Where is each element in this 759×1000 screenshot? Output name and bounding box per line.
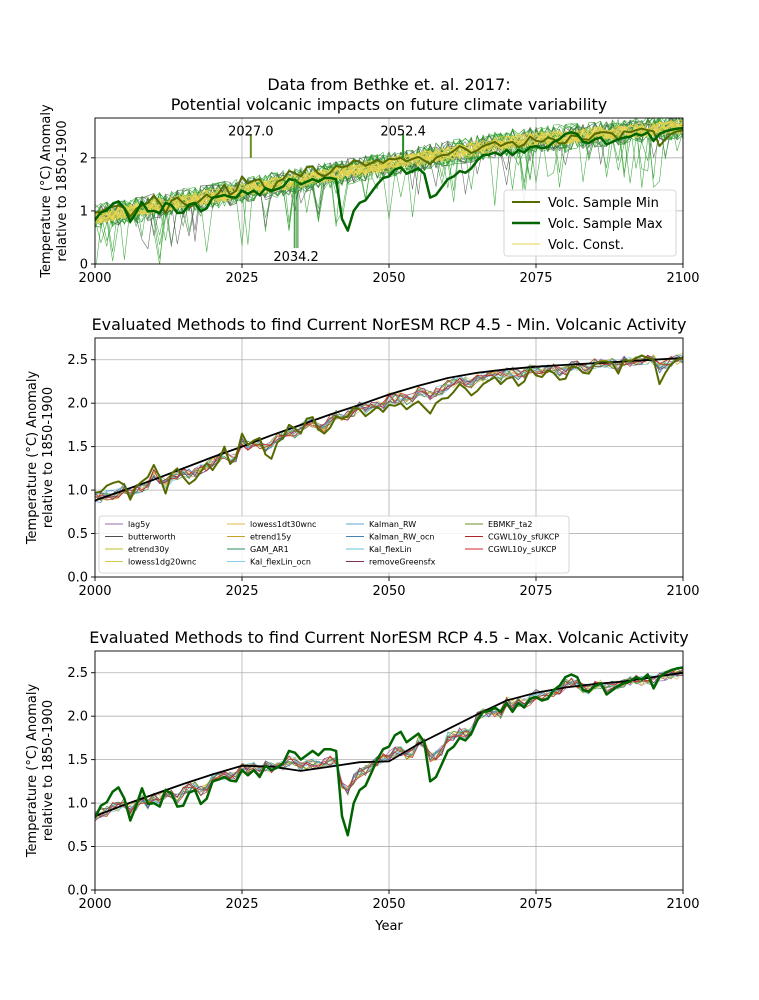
- plot-area: [95, 352, 683, 503]
- legend-entry: Volc. Sample Max: [548, 217, 663, 232]
- method-line: [95, 354, 683, 499]
- y-tick-label: 1: [80, 204, 88, 219]
- volc-const-line: [95, 122, 683, 221]
- y-tick-label: 1.0: [67, 484, 88, 499]
- x-tick-label: 2100: [666, 897, 699, 912]
- legend-entry: Kal_flexLin: [369, 545, 412, 554]
- volc-const-line: [95, 121, 683, 224]
- annotation-label: 2052.4: [380, 125, 426, 140]
- series-volc-sample-max: [95, 126, 683, 232]
- y-tick-label: 2.5: [67, 353, 88, 368]
- y-tick-label: 2.0: [67, 397, 88, 412]
- series-volc-sample-min: [95, 127, 683, 218]
- series-main-trajectory: [95, 666, 683, 837]
- legend: Volc. Sample Min Volc. Sample Max Volc. Co…: [503, 189, 677, 257]
- legend-entry: lag5y: [128, 520, 150, 529]
- plot-area: [95, 666, 683, 837]
- series-fit: [95, 357, 683, 502]
- x-tick-label: 2000: [78, 897, 111, 912]
- x-tick-label: 2075: [519, 897, 552, 912]
- x-tick-label: 2025: [225, 897, 258, 912]
- x-tick-label: 2000: [78, 271, 111, 286]
- series-main-trajectory: [95, 354, 683, 501]
- legend: lag5y butterworth etrend30y lowess1dg20wnc l…: [98, 515, 570, 574]
- volc-const-line: [95, 121, 683, 221]
- y-axis-label: Temperature (°C) Anomalyrelative to 1850…: [39, 104, 70, 279]
- panel-min-volcanic: 2000 2025 2050 2075 2100 0.0 0.5 1.0 1.5 2.0 2.5 Ev…: [25, 315, 700, 599]
- x-tick-label: 2050: [372, 897, 405, 912]
- legend-entry: butterworth: [128, 533, 176, 542]
- annotation-label: 2027.0: [228, 125, 274, 140]
- legend-box: [98, 515, 570, 574]
- y-axis-label: Temperature (°C) Anomalyrelative to 1850…: [25, 371, 56, 546]
- legend-entry: lowess1dt30wnc: [250, 520, 316, 529]
- series-fit: [95, 671, 683, 817]
- annotation-label: 2034.2: [273, 250, 319, 265]
- chart-title: Data from Bethke et. al. 2017: Potential …: [171, 75, 607, 114]
- y-tick-label: 0.0: [67, 884, 88, 899]
- y-tick-label: 0: [80, 258, 88, 273]
- legend-entry: Volc. Const.: [548, 238, 624, 253]
- legend-entry: EBMKF_ta2: [488, 520, 532, 529]
- method-line: [95, 354, 683, 503]
- x-tick-label: 2075: [519, 584, 552, 599]
- legend-entry: removeGreensfx: [369, 558, 436, 567]
- x-tick-label: 2025: [225, 271, 258, 286]
- legend-entry: Kalman_RW_ocn: [369, 533, 435, 542]
- y-tick-label: 1.5: [67, 440, 88, 455]
- ensemble-member-line: [95, 118, 683, 231]
- y-tick-label: 2: [80, 151, 88, 166]
- x-tick-label: 2000: [78, 584, 111, 599]
- x-tick-label: 2025: [225, 584, 258, 599]
- method-line: [95, 355, 683, 503]
- legend-entry: lowess1dg20wnc: [128, 558, 196, 567]
- x-tick-label: 2100: [666, 584, 699, 599]
- x-tick-label: 2050: [372, 271, 405, 286]
- legend-entry: Kalman_RW: [369, 520, 416, 529]
- x-tick-label: 2075: [519, 271, 552, 286]
- legend-entry: Kal_flexLin_ocn: [250, 558, 311, 567]
- x-tick-label: 2050: [372, 584, 405, 599]
- y-tick-label: 1.5: [67, 753, 88, 768]
- y-tick-label: 1.0: [67, 797, 88, 812]
- chart-title: Evaluated Methods to find Current NorESM…: [89, 628, 689, 647]
- legend-entry: CGWL10y_sUKCP: [488, 545, 556, 554]
- method-line: [95, 358, 683, 499]
- plot-area: [95, 118, 683, 264]
- method-line: [95, 354, 683, 498]
- chart-title: Evaluated Methods to find Current NorESM…: [92, 315, 687, 334]
- legend-entry: etrend15y: [250, 533, 291, 542]
- y-tick-label: 2.5: [67, 666, 88, 681]
- y-tick-label: 0.0: [67, 571, 88, 586]
- legend-entry: etrend30y: [128, 545, 169, 554]
- y-tick-label: 0.5: [67, 527, 88, 542]
- legend-entry: CGWL10y_sfUKCP: [488, 533, 559, 542]
- x-tick-label: 2100: [666, 271, 699, 286]
- legend-box: [503, 189, 677, 257]
- y-tick-label: 2.0: [67, 710, 88, 725]
- panel-volcanic-ensemble: 2027.0 2052.4 2034.2 2000 2025 2050 2075 2100 0 1…: [39, 75, 700, 286]
- legend-entry: GAM_AR1: [250, 545, 289, 554]
- y-axis-label: Temperature (°C) Anomalyrelative to 1850…: [25, 684, 56, 859]
- legend-entry: Volc. Sample Min: [548, 196, 659, 211]
- panel-max-volcanic: 2000 2025 2050 2075 2100 0.0 0.5 1.0 1.5 2.0 2.5 Ev…: [25, 628, 700, 934]
- y-tick-label: 0.5: [67, 840, 88, 855]
- x-axis-label: Year: [374, 919, 403, 934]
- method-line: [95, 670, 683, 817]
